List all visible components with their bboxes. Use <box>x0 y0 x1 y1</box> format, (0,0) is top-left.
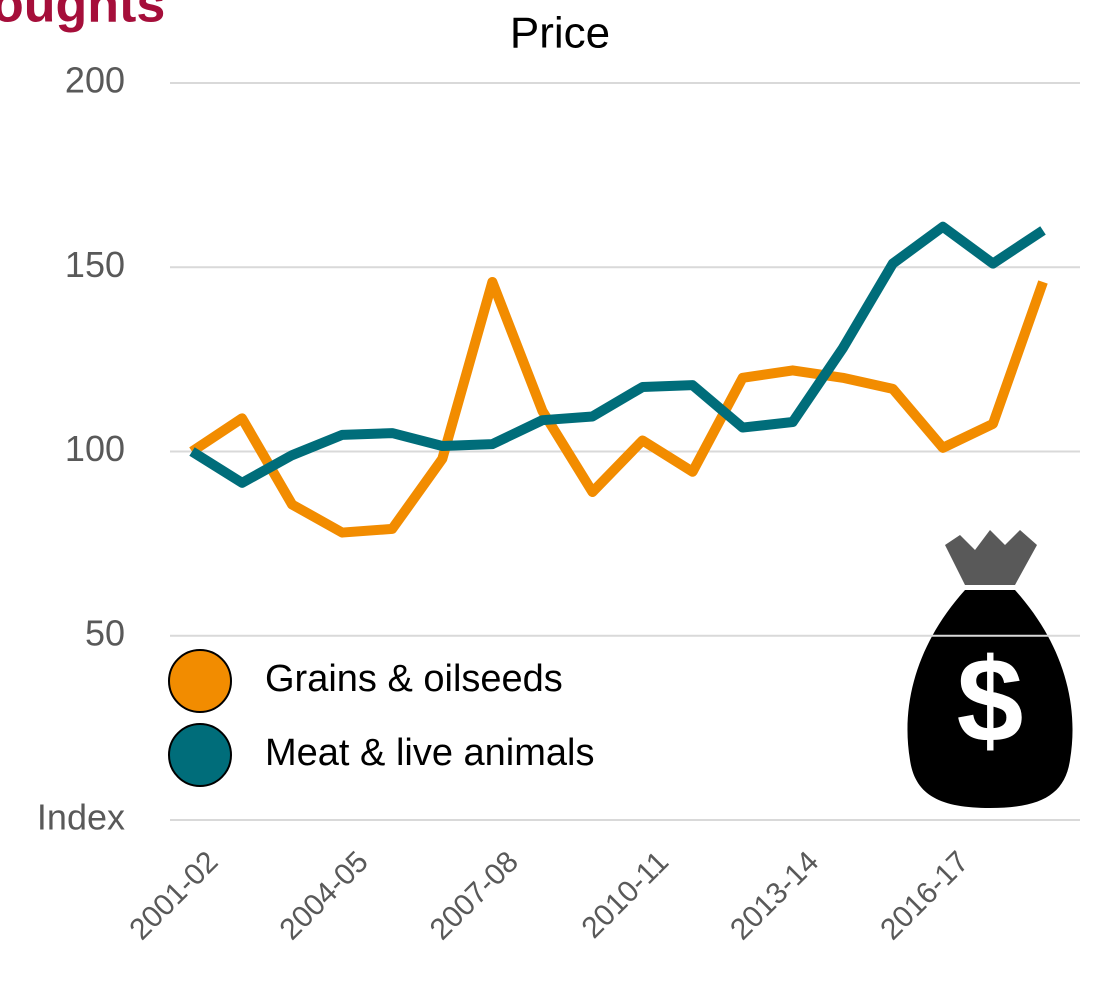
money-bag-icon: $ <box>907 530 1073 808</box>
x-tick-label: 2004-05 <box>274 845 375 946</box>
x-tick-label: 2013-14 <box>724 845 825 946</box>
y-tick-label: 200 <box>65 60 125 101</box>
x-tick-label: 2001-02 <box>123 845 224 946</box>
legend-label: Meat & live animals <box>265 732 594 774</box>
legend-marker <box>168 649 232 713</box>
y-tick-label: 50 <box>85 612 125 653</box>
chart-title: Price <box>510 9 610 58</box>
line-series <box>189 276 1048 538</box>
line-series <box>189 221 1046 488</box>
svg-text:$: $ <box>957 634 1024 768</box>
y-tick-label: Index <box>37 797 125 838</box>
header-fragment: oughts <box>0 0 165 34</box>
y-tick-label: 100 <box>65 428 125 469</box>
x-tick-label: 2016-17 <box>874 845 975 946</box>
legend-label: Grains & oilseeds <box>265 658 563 700</box>
x-tick-label: 2010-11 <box>575 845 675 945</box>
legend-marker <box>168 723 232 787</box>
y-tick-label: 150 <box>65 244 125 285</box>
x-tick-label: 2007-08 <box>424 845 525 946</box>
